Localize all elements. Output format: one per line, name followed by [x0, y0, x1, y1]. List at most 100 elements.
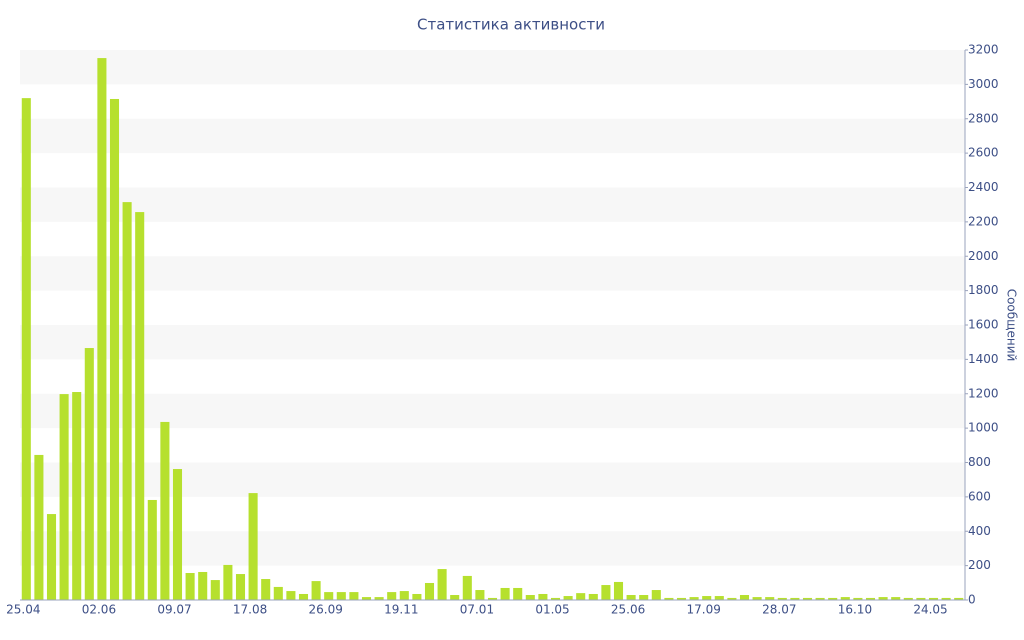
- y-tick-label: 2800: [968, 111, 999, 125]
- bar: [500, 587, 510, 600]
- y-tick-label: 3000: [968, 77, 999, 91]
- bar: [261, 579, 271, 600]
- bar: [550, 597, 561, 600]
- bar: [450, 595, 460, 600]
- y-tick-label: 3200: [968, 43, 999, 57]
- bar: [891, 597, 901, 600]
- bar: [790, 597, 800, 600]
- bar: [752, 597, 762, 600]
- bar: [21, 98, 31, 600]
- bar: [109, 98, 120, 600]
- bar: [941, 597, 951, 600]
- bar: [739, 595, 750, 600]
- bar: [765, 597, 775, 600]
- bar: [639, 595, 649, 600]
- bar: [147, 499, 157, 600]
- y-tick-label: 200: [968, 558, 991, 572]
- x-tick-label: 17.09: [687, 603, 721, 617]
- y-tick-label: 600: [968, 489, 991, 503]
- y-tick-label: 1800: [968, 283, 999, 297]
- bar: [185, 573, 195, 600]
- bar: [248, 493, 258, 600]
- bar: [387, 592, 397, 600]
- bar: [59, 394, 69, 600]
- x-tick-label: 16.10: [838, 603, 872, 617]
- grid-stripe: [20, 393, 965, 429]
- x-tick-label: 07.01: [460, 603, 494, 617]
- bar: [702, 596, 712, 600]
- bar: [160, 421, 170, 600]
- bar: [437, 569, 447, 600]
- bar: [97, 58, 107, 600]
- bar: [424, 582, 435, 600]
- bar: [903, 597, 913, 600]
- bar: [576, 593, 586, 600]
- grid-stripe: [20, 118, 965, 154]
- grid-stripe: [20, 256, 965, 291]
- bar: [878, 597, 888, 600]
- bar: [122, 202, 132, 600]
- bar: [916, 597, 926, 600]
- y-axis-label: Сообщений: [1005, 289, 1019, 362]
- bar: [538, 593, 548, 600]
- bar: [601, 585, 611, 600]
- bar: [513, 587, 523, 600]
- bar: [298, 593, 309, 600]
- bar: [828, 597, 838, 600]
- y-tick-label: 1600: [968, 318, 999, 332]
- bar: [135, 212, 145, 600]
- bar: [361, 597, 372, 600]
- bar: [853, 597, 863, 600]
- y-tick-label: 2400: [968, 180, 999, 194]
- bar: [815, 597, 825, 600]
- bar: [676, 597, 687, 600]
- bar: [777, 597, 787, 600]
- bar: [689, 597, 699, 600]
- x-tick-label: 17.08: [233, 603, 267, 617]
- y-tick-label: 400: [968, 524, 991, 538]
- y-tick-label: 1000: [968, 421, 999, 435]
- bar: [487, 597, 498, 600]
- y-tick-label: 1400: [968, 352, 999, 366]
- bar: [714, 596, 724, 600]
- bar: [954, 597, 964, 600]
- bar: [223, 564, 233, 600]
- bar: [286, 591, 296, 600]
- x-tick-label: 01.05: [535, 603, 569, 617]
- bar: [273, 586, 283, 600]
- y-tick-label: 2000: [968, 249, 999, 263]
- bar: [235, 574, 246, 600]
- y-tick-label: 2200: [968, 214, 999, 228]
- bar: [34, 454, 44, 600]
- bar: [412, 593, 422, 600]
- x-tick-label: 26.09: [309, 603, 343, 617]
- bar: [475, 590, 485, 600]
- x-tick-label: 09.07: [157, 603, 191, 617]
- grid-stripe: [20, 187, 965, 222]
- y-tick-label: 2600: [968, 146, 999, 160]
- grid-stripe: [20, 325, 965, 360]
- x-tick-label: 25.04: [6, 603, 40, 617]
- grid-stripe: [20, 50, 965, 85]
- bar: [324, 592, 334, 600]
- bar: [563, 596, 573, 600]
- x-tick-label: 02.06: [82, 603, 116, 617]
- x-tick-label: 24.05: [913, 603, 947, 617]
- bar: [311, 581, 321, 600]
- bar: [399, 591, 409, 600]
- y-tick-label: 0: [968, 593, 976, 607]
- bar: [613, 581, 624, 600]
- y-tick-label: 1200: [968, 386, 999, 400]
- bar: [336, 592, 346, 600]
- bar: [72, 392, 82, 600]
- bar: [588, 593, 598, 600]
- x-tick-label: 28.07: [762, 603, 796, 617]
- bar: [525, 595, 535, 600]
- bar: [840, 597, 850, 600]
- bar: [802, 597, 813, 600]
- bar: [626, 595, 636, 600]
- bar: [651, 590, 661, 600]
- bar: [928, 597, 939, 600]
